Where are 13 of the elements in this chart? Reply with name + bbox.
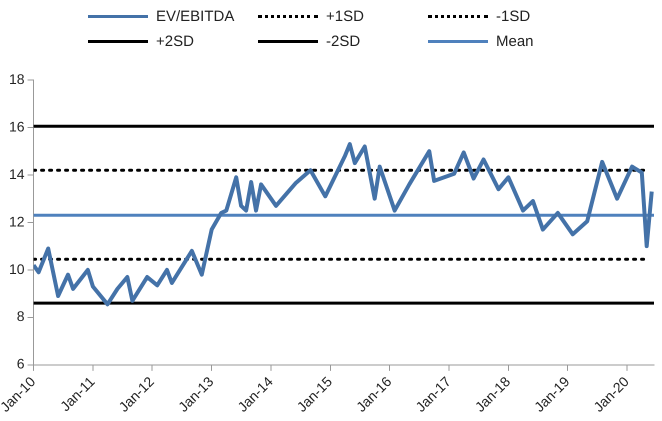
y-tick-label: 10	[8, 260, 25, 277]
y-tick-label: 8	[16, 308, 25, 324]
legend-label: Mean	[496, 33, 534, 50]
legend-label: -1SD	[496, 8, 530, 25]
legend-label: -2SD	[326, 33, 360, 50]
y-tick-label: 12	[8, 213, 25, 230]
y-tick-label: 18	[8, 70, 25, 87]
legend-label: EV/EBITDA	[156, 8, 234, 25]
legend-label: +1SD	[326, 8, 364, 25]
y-tick-label: 16	[8, 118, 25, 134]
y-tick-label: 14	[8, 166, 25, 182]
legend-label: +2SD	[156, 33, 194, 50]
y-tick-label: 6	[16, 356, 25, 372]
